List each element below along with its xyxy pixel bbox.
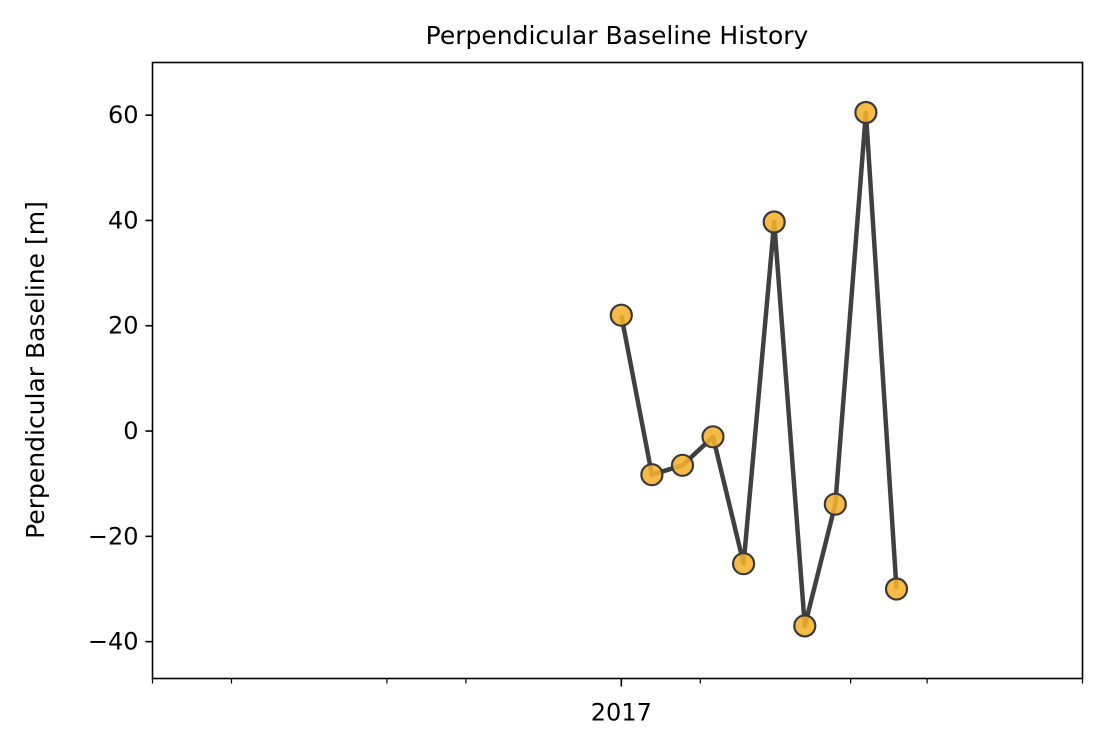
y-tick-label: −40 (88, 628, 139, 656)
data-point (884, 577, 909, 601)
series-layer (609, 100, 909, 638)
chart-title: Perpendicular Baseline History (426, 21, 809, 50)
data-point (731, 552, 756, 576)
y-tick-label: −20 (88, 522, 139, 550)
data-point (609, 303, 633, 327)
data-point (793, 614, 817, 638)
data-point (670, 453, 695, 477)
plot-frame (151, 61, 1084, 680)
y-tick-label: 0 (123, 417, 138, 445)
data-point (854, 100, 878, 125)
data-point (640, 463, 664, 487)
y-tick-label: 60 (108, 101, 139, 129)
data-point (762, 210, 786, 234)
x-axis-ticks: 2017 (151, 678, 1084, 727)
data-point (701, 425, 725, 449)
y-tick-label: 40 (108, 206, 139, 234)
y-axis-ticks: −40 −20 0 20 40 60 (88, 101, 153, 656)
data-point (823, 492, 847, 516)
y-axis-label: Perpendicular Baseline [m] (21, 201, 50, 539)
x-tick-label: 2017 (591, 699, 652, 727)
series-line (619, 110, 899, 629)
y-tick-label: 20 (108, 312, 139, 340)
